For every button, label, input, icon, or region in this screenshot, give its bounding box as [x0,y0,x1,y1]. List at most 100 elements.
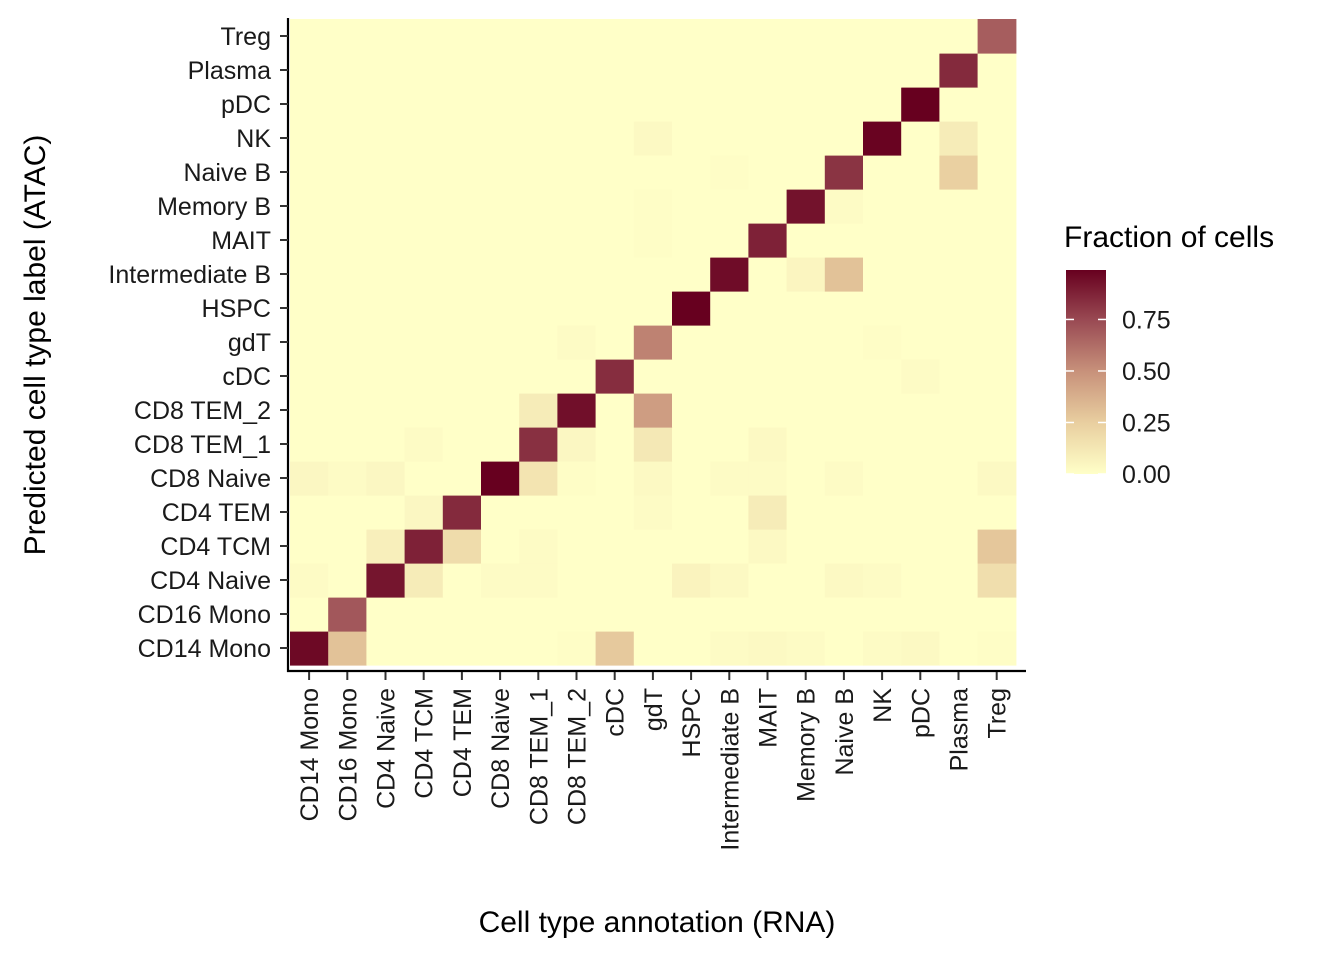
heatmap-cell [901,291,940,326]
heatmap-cell [901,19,940,54]
heatmap-cell [939,257,979,292]
heatmap-cell [710,563,749,598]
heatmap-cell [977,223,1017,258]
legend-ticks: 0.00 0.25 0.50 0.75 [1066,306,1171,489]
heatmap-cell [442,325,482,360]
heatmap-cell [366,597,406,632]
heatmap-cell [748,631,788,666]
heatmap-cell [519,393,558,428]
heatmap-cell [939,189,979,224]
heatmap-cell [710,155,749,190]
heatmap-cell [519,87,558,122]
heatmap-cell [366,291,406,326]
heatmap-cell [519,223,558,258]
y-tick-label: Intermediate B [108,261,271,289]
heatmap-cell [557,325,597,360]
heatmap-cell [748,359,788,394]
heatmap-cell [633,529,673,564]
heatmap-cell [748,461,788,496]
heatmap-cell [633,393,673,428]
heatmap-cell [557,53,597,88]
heatmap-cell [710,19,749,54]
heatmap-cell [710,291,749,326]
heatmap-cell [366,257,406,292]
heatmap-cell [290,53,329,88]
heatmap-cell [328,53,367,88]
heatmap-cell [290,223,329,258]
heatmap-cell [633,257,673,292]
heatmap-cell [672,529,711,564]
heatmap-cell [328,155,367,190]
heatmap-cell [404,325,444,360]
heatmap-cell [824,87,864,122]
heatmap-cell [519,631,558,666]
heatmap-cell [595,87,635,122]
y-axis-title: Predicted cell type label (ATAC) [19,135,52,556]
heatmap-cell [366,19,406,54]
heatmap-cell [748,597,788,632]
heatmap-cell [557,529,597,564]
heatmap-cell [672,155,711,190]
heatmap-cell [748,121,788,156]
heatmap-cell [977,563,1017,598]
heatmap-cell [290,529,329,564]
heatmap-cell [901,155,940,190]
legend-colorbar [1066,270,1106,474]
heatmap-cell [366,223,406,258]
heatmap-cell [748,223,788,258]
heatmap-cell [481,325,520,360]
heatmap-cell [557,223,597,258]
heatmap-cell [977,257,1017,292]
heatmap-cell [901,325,940,360]
heatmap-cell [939,155,979,190]
heatmap-cell [442,121,482,156]
heatmap-cell [672,223,711,258]
heatmap-cell [442,87,482,122]
heatmap-cell [901,631,940,666]
x-tick-label: pDC [907,688,935,738]
y-tick-label: gdT [228,329,271,357]
heatmap-cell [901,597,940,632]
heatmap-cell [633,121,673,156]
heatmap-cell [557,427,597,462]
heatmap-cell [786,155,826,190]
heatmap-cell [824,393,864,428]
heatmap-cell [366,53,406,88]
heatmap-cell [519,19,558,54]
heatmap-cell [557,393,597,428]
heatmap-cell [519,53,558,88]
heatmap-cell [824,223,864,258]
heatmap-cell [901,53,940,88]
heatmap-cell [672,189,711,224]
heatmap-cell [748,529,788,564]
heatmap-cell [939,631,979,666]
heatmap-cell [824,155,864,190]
heatmap-cell [710,393,749,428]
heatmap-cell [977,529,1017,564]
y-axis-ticks: CD14 Mono CD16 Mono CD4 Naive CD4 TCM CD4 TE… [108,23,288,663]
heatmap-cell [366,155,406,190]
heatmap-cell [366,563,406,598]
heatmap-cell [710,631,749,666]
heatmap-cell [595,461,635,496]
heatmap-cell [863,291,902,326]
heatmap-cell [328,19,367,54]
heatmap-cell [595,19,635,54]
x-tick-label: CD16 Mono [334,688,362,821]
heatmap-cell [519,427,558,462]
heatmap-cell [710,359,749,394]
heatmap-cell [977,291,1017,326]
y-tick-label: CD8 TEM_1 [134,431,271,459]
heatmap-cell [710,87,749,122]
heatmap-cell [481,189,520,224]
x-axis-ticks: CD14 Mono CD16 Mono CD4 Naive CD4 TCM CD4 TE… [296,672,1012,851]
heatmap-cell [290,325,329,360]
heatmap-cell [290,189,329,224]
heatmap-cell [481,631,520,666]
heatmap-cell [672,597,711,632]
heatmap-cell [519,529,558,564]
heatmap-cell [977,53,1017,88]
heatmap-cell [481,121,520,156]
heatmap-cell [595,155,635,190]
heatmap-cell [366,121,406,156]
